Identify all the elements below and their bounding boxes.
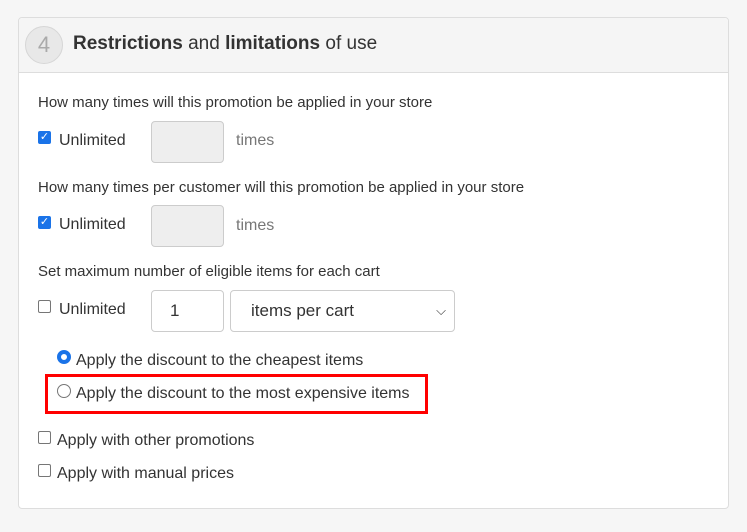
most-expensive-items-label: Apply the discount to the most expensive…: [76, 385, 410, 402]
highlight-box: [45, 374, 428, 414]
customer-limit-label: How many times per customer will this pr…: [38, 179, 525, 196]
customer-unlimited-label: Unlimited: [59, 216, 126, 233]
other-promotions-label: Apply with other promotions: [57, 432, 255, 449]
customer-limit-input[interactable]: [151, 205, 224, 247]
title-part: and: [182, 33, 226, 54]
cart-unlimited-label: Unlimited: [59, 301, 126, 318]
panel-header: [19, 18, 728, 73]
select-value: items per cart: [251, 301, 354, 320]
manual-prices-checkbox[interactable]: [38, 464, 51, 477]
step-number-badge: 4: [25, 26, 63, 64]
other-promotions-checkbox[interactable]: [38, 431, 51, 444]
section-title: Restrictions and limitations of use: [73, 33, 377, 55]
title-part: limitations: [225, 33, 321, 54]
cart-limit-unit-select[interactable]: items per cart ⌵: [230, 290, 455, 332]
cheapest-items-radio[interactable]: [57, 350, 71, 364]
chevron-down-icon: ⌵: [436, 303, 446, 318]
customer-unit-label: times: [236, 217, 275, 234]
restrictions-panel: [18, 17, 729, 509]
usage-limit-input[interactable]: [151, 121, 224, 163]
cheapest-items-label: Apply the discount to the cheapest items: [76, 352, 364, 369]
cart-limit-label: Set maximum number of eligible items for…: [38, 263, 380, 280]
usage-unlimited-label: Unlimited: [59, 132, 126, 149]
customer-unlimited-checkbox[interactable]: ✓: [38, 216, 51, 229]
title-part: of use: [320, 33, 378, 54]
usage-unit-label: times: [236, 132, 275, 149]
usage-unlimited-checkbox[interactable]: ✓: [38, 131, 51, 144]
usage-limit-label: How many times will this promotion be ap…: [38, 94, 433, 111]
title-part: Restrictions: [73, 33, 183, 54]
most-expensive-items-radio[interactable]: [57, 384, 71, 398]
cart-limit-input[interactable]: 1: [151, 290, 224, 332]
manual-prices-label: Apply with manual prices: [57, 465, 234, 482]
cart-unlimited-checkbox[interactable]: [38, 300, 51, 313]
